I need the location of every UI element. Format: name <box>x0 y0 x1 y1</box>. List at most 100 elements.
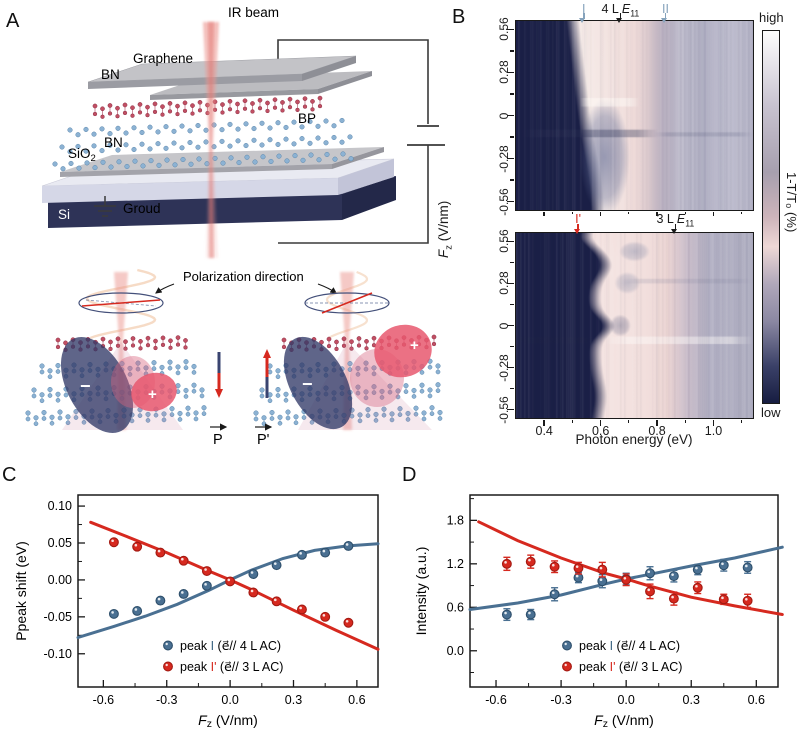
bn-bottom-label: BN <box>104 135 123 150</box>
x-tick-label: -0.6 <box>485 693 507 707</box>
data-point-highlight <box>227 578 231 582</box>
data-point <box>320 547 331 558</box>
fz-minor-tick <box>510 50 514 52</box>
data-point-highlight <box>322 614 326 617</box>
positive-charge-blob-left <box>131 372 177 412</box>
data-point <box>573 563 584 574</box>
colorbar-axis-label: 1-T/T₀ (%) <box>784 172 799 233</box>
data-point <box>271 560 282 571</box>
annotation-label: I <box>581 2 586 16</box>
fz-tick-label: 0 <box>497 112 511 119</box>
heatmap-3l-frame <box>514 231 754 419</box>
legend-marker <box>163 640 173 651</box>
fz-tick-label: 0.28 <box>497 60 511 85</box>
heatmap-3l <box>515 232 753 418</box>
legend-marker <box>562 640 572 651</box>
fz-minor-tick <box>510 93 514 95</box>
data-point-highlight <box>111 539 114 543</box>
ev-tick <box>543 211 545 216</box>
data-point <box>501 558 512 569</box>
annotation-arrow-shaft <box>582 13 585 19</box>
y-tick-label: 0.00 <box>48 573 72 587</box>
subfigure-left: − + <box>25 268 223 434</box>
legend-marker-highlight <box>165 642 168 646</box>
ev-minor-tick <box>571 419 574 423</box>
fz-tick-label: 0 <box>497 322 511 329</box>
fz-tick-label: 0.28 <box>497 271 511 296</box>
data-point <box>155 547 166 558</box>
data-point-highlight <box>504 611 507 615</box>
colorbar-low-label: low <box>761 405 781 420</box>
y-tick-label: -0.10 <box>44 647 73 661</box>
data-point-highlight <box>250 571 254 574</box>
graphene-label: Graphene <box>133 51 193 66</box>
ir-beam-core <box>208 22 214 258</box>
data-point <box>201 566 212 577</box>
ground-symbol <box>94 196 116 217</box>
fz-tick <box>507 200 514 203</box>
data-point <box>108 608 119 619</box>
data-point-highlight <box>695 584 698 588</box>
bp-label: BP <box>298 111 316 126</box>
data-point-highlight <box>721 562 724 566</box>
data-point <box>692 564 703 575</box>
panel-a-label: A <box>6 10 20 32</box>
plus-sign-right: + <box>410 337 419 354</box>
fz-tick <box>507 157 514 160</box>
positive-charge-blob-right <box>374 324 432 378</box>
fz-tick-label: -0.56 <box>497 187 511 216</box>
data-point-highlight <box>528 611 531 615</box>
fit-line <box>76 542 380 639</box>
data-point-highlight <box>745 597 748 601</box>
y-tick-label: 1.8 <box>447 513 464 527</box>
data-point <box>343 617 354 628</box>
colorbar-high-label: high <box>759 10 784 25</box>
y-axis-label: Ppeak shift (eV) <box>13 541 29 641</box>
data-point-highlight <box>623 576 627 580</box>
legend-label: peak I (e⃗// 4 L AC) <box>180 639 281 653</box>
annotation-label: 3 L E11 <box>656 212 695 229</box>
x-tick-label: 0.3 <box>285 693 302 707</box>
data-point <box>343 541 354 551</box>
data-point <box>718 560 729 571</box>
p-vector-label: P <box>213 432 223 448</box>
ev-tick <box>712 419 715 426</box>
x-tick-label: -0.6 <box>93 693 115 707</box>
heatmap-4l-frame <box>514 19 754 211</box>
polarization-axis-left <box>81 299 161 307</box>
pointer-arrow-right <box>317 283 337 294</box>
data-point-highlight <box>721 596 724 600</box>
polarization-helix-left <box>85 268 157 340</box>
data-point-highlight <box>671 595 674 599</box>
y-tick-label: 0.0 <box>447 644 464 658</box>
data-point <box>645 586 655 597</box>
data-point-highlight <box>299 606 302 610</box>
bn-top-label: BN <box>101 67 120 82</box>
x-axis-label: Fz (V/nm) <box>594 712 654 730</box>
polarization-ellipse-left <box>78 292 164 314</box>
data-point-highlight <box>134 543 138 547</box>
fz-tick-label: -0.28 <box>497 353 511 382</box>
y-tick-label: 0.6 <box>447 600 464 614</box>
data-point-highlight <box>134 608 138 611</box>
data-point <box>501 609 512 620</box>
ev-minor-tick <box>741 419 743 423</box>
ev-minor-tick <box>741 211 743 214</box>
x-tick-label: 0.3 <box>683 693 700 707</box>
fz-minor-tick <box>510 345 514 348</box>
annotation-arrowhead <box>579 18 586 23</box>
data-point <box>668 593 679 604</box>
data-point-highlight <box>599 566 603 570</box>
annotation-arrow-shaft <box>664 13 667 19</box>
data-point-highlight <box>671 573 674 576</box>
y-axis-label: Intensity (a.u.) <box>413 547 429 636</box>
ev-tick <box>656 419 658 426</box>
data-point <box>155 595 166 606</box>
annotation-arrow-shaft <box>674 224 677 230</box>
device-schematic: IR beam Graphene BN BP BN SiO2 Si Groud … <box>25 5 445 448</box>
data-point <box>525 556 536 567</box>
data-point-highlight <box>157 549 161 553</box>
ev-tick-label: 0.6 <box>591 424 610 438</box>
data-point-highlight <box>273 598 277 602</box>
